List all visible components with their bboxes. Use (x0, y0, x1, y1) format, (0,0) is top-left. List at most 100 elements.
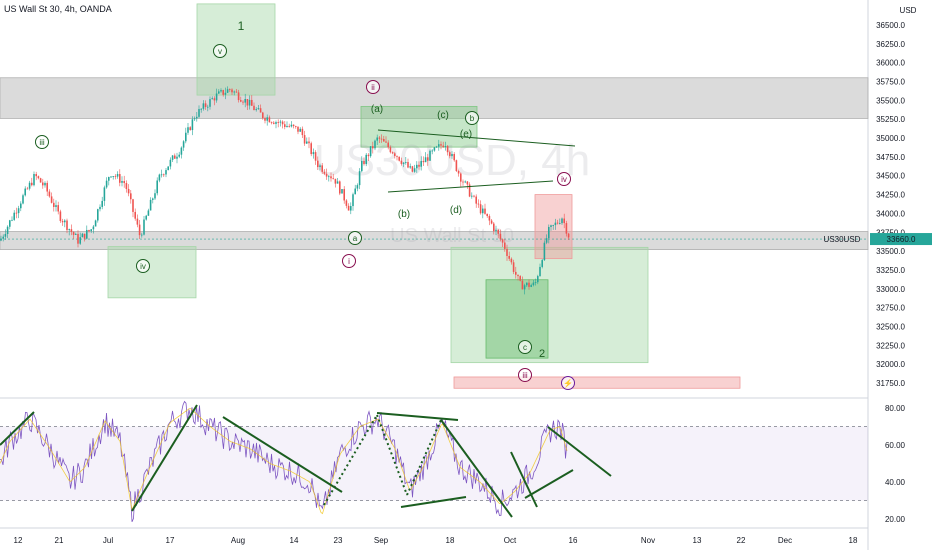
candle-body (295, 126, 297, 127)
candle-body (160, 174, 163, 176)
candle-body (174, 155, 176, 159)
wave-label: iii (522, 371, 528, 380)
wave-label: ⚡ (563, 378, 573, 388)
candle-body (328, 176, 330, 178)
candle-body (42, 182, 44, 186)
wave-label: b (470, 114, 475, 123)
candle-body (567, 233, 570, 238)
candle-body (345, 200, 348, 206)
zone-c-box (485, 279, 549, 359)
candle-body (490, 220, 493, 224)
candle-body (13, 212, 15, 220)
price-tick-label: 32750.0 (876, 304, 905, 313)
candle-body (473, 195, 475, 197)
candle-body (24, 188, 26, 196)
candle-body (380, 138, 383, 140)
candle-body (48, 191, 51, 197)
time-tick-label: 18 (849, 536, 858, 545)
price-tick-label: 34000.0 (876, 209, 905, 218)
candle-body (479, 204, 482, 214)
candle-body (66, 220, 68, 231)
candle-body (488, 216, 491, 221)
candle-body (433, 147, 436, 151)
candle-body (99, 206, 101, 210)
candle-body (9, 220, 11, 227)
candle-body (253, 105, 255, 111)
candle-body (68, 229, 70, 231)
candle-body (77, 233, 79, 244)
rsi-tick-label: 40.00 (885, 478, 906, 487)
candle-body (75, 233, 77, 235)
candle-body (231, 89, 233, 93)
rsi-trendline (406, 419, 442, 496)
candle-body (310, 143, 312, 155)
candle-body (517, 274, 519, 277)
time-tick-label: 16 (569, 536, 578, 545)
candle-body (336, 181, 339, 184)
candle-body (367, 154, 370, 157)
candle-body (22, 195, 24, 204)
candle-body (449, 152, 451, 157)
candle-body (532, 282, 535, 286)
candle-body (277, 122, 279, 123)
candle-body (191, 119, 194, 131)
price-tick-label: 36000.0 (876, 59, 905, 68)
time-tick-label: 17 (166, 536, 175, 545)
zone-target-box (450, 246, 649, 364)
candle-body (402, 162, 405, 164)
candle-body (319, 165, 321, 168)
rsi-ma-line (0, 408, 568, 515)
candle-body (220, 90, 222, 92)
candle-body (431, 150, 433, 152)
rsi-line (0, 400, 568, 523)
candle-body (35, 174, 37, 177)
candle-body (334, 178, 337, 184)
rsi-trendline (547, 426, 612, 477)
candle-body (559, 223, 561, 224)
candle-body (343, 189, 345, 201)
candle-body (4, 233, 7, 237)
candle-body (215, 93, 218, 101)
price-tick-label: 34500.0 (876, 172, 905, 181)
candle-body (70, 229, 73, 232)
candle-body (413, 168, 416, 172)
candle-body (530, 285, 532, 287)
candle-body (565, 223, 568, 234)
chart-title: US Wall St 30, 4h, OANDA (4, 4, 112, 14)
candle-body (105, 180, 108, 188)
wave-label: 1 (238, 19, 245, 33)
candle-body (446, 146, 449, 153)
candle-body (495, 229, 497, 232)
candle-body (158, 174, 161, 181)
candle-body (374, 140, 376, 149)
candle-body (141, 234, 143, 236)
candle-body (79, 237, 81, 244)
wave-circle (136, 259, 150, 273)
candle-body (200, 108, 202, 110)
candle-body (301, 128, 304, 136)
candle-body (165, 170, 167, 175)
candle-body (332, 178, 334, 180)
wave-label: iv (561, 175, 567, 184)
candle-body (510, 258, 513, 263)
candle-body (299, 128, 301, 132)
candle-body (202, 103, 205, 109)
candle-body (314, 152, 317, 161)
candle-body (103, 187, 106, 201)
candle-body (189, 127, 191, 131)
candle-body (262, 112, 264, 119)
rsi-trendline (510, 451, 538, 508)
candle-body (554, 222, 557, 226)
candle-body (26, 188, 29, 190)
candle-body (240, 100, 242, 102)
candle-body (508, 255, 510, 259)
candle-body (132, 199, 134, 212)
candle-body (501, 239, 504, 243)
candle-body (422, 161, 425, 163)
rsi-tick-label: 80.00 (885, 404, 906, 413)
wave-circle (561, 376, 575, 390)
zone-support-band (0, 231, 869, 250)
rsi-trendline (131, 404, 198, 512)
